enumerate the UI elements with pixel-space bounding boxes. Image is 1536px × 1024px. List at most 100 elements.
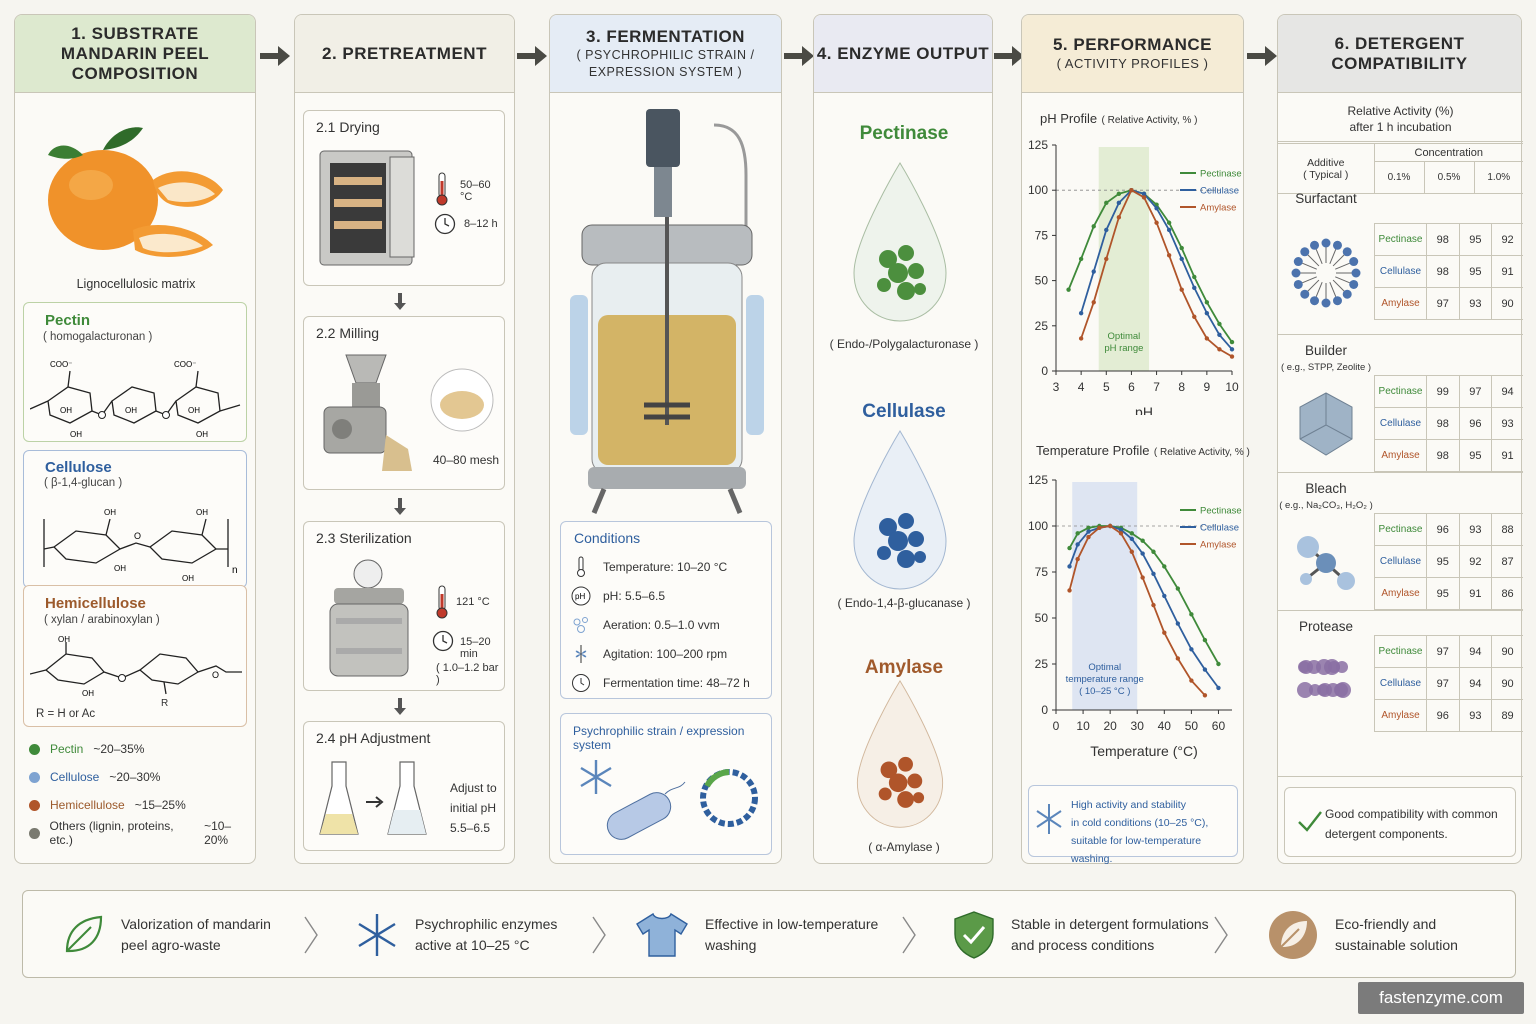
hemicellulose-box: Hemicellulose ( xylan / arabinoxylan ) O… bbox=[23, 585, 247, 727]
footer-text: Effective in low-temperature washing bbox=[705, 916, 879, 953]
hemicellulose-oh-1: OH bbox=[58, 635, 70, 644]
legend-label: Amylase bbox=[1200, 203, 1236, 214]
activity-value: 87 bbox=[1491, 545, 1523, 578]
legend-label: Pectinase bbox=[1200, 169, 1242, 180]
milling-title: 2.2 Milling bbox=[316, 325, 380, 341]
x-tick-label: 3 bbox=[1053, 380, 1060, 394]
legend-label: Cellulose bbox=[50, 770, 100, 784]
sterilization-time: 15–20 min bbox=[460, 636, 491, 660]
footer-item: Stable in detergent formulations and pro… bbox=[953, 891, 1209, 979]
data-point-cellulase bbox=[1140, 551, 1145, 556]
cellulose-structure: O OH OH OH OH n bbox=[43, 508, 238, 583]
pectin-subtitle: ( homogalacturonan ) bbox=[43, 331, 153, 343]
ph-chart-title-main: pH Profile bbox=[1040, 111, 1098, 126]
blue-dot-icon bbox=[29, 771, 40, 783]
compat-values-table: Pectinase 96 93 88 Cellulase 95 92 87 Amylase 95 9… bbox=[1374, 513, 1523, 610]
data-point-amylase bbox=[1162, 630, 1167, 635]
optimal-band-label-line: Optimal bbox=[1088, 662, 1121, 673]
footer-item: Effective in low-temperature washing bbox=[635, 891, 878, 979]
brown-dot-icon bbox=[29, 799, 40, 811]
enzyme-name: Cellulase bbox=[862, 401, 946, 422]
compat-note: Good compatibility with common detergent… bbox=[1325, 807, 1498, 841]
drying-oven-illustration bbox=[319, 150, 415, 266]
performance-note: High activity and stability in cold cond… bbox=[1071, 799, 1209, 865]
data-point-cellulase bbox=[1202, 667, 1208, 672]
activity-value: 94 bbox=[1491, 375, 1523, 408]
data-point-amylase bbox=[1104, 256, 1109, 262]
data-point-cellulase bbox=[1129, 536, 1135, 542]
compat-table-header: Additive ( Typical ) Concentration 0.1% … bbox=[1278, 143, 1523, 194]
hemicellulose-r-label: R bbox=[161, 698, 169, 709]
y-tick-label: 100 bbox=[1028, 519, 1048, 533]
panel-substrate: 1. SUBSTRATE MANDARIN PEEL COMPOSITION L… bbox=[14, 14, 256, 864]
condition-aeration: Aeration: 0.5–1.0 vvm bbox=[571, 610, 767, 639]
pectin-coo-1: COO⁻ bbox=[50, 360, 72, 369]
cellulose-o: O bbox=[134, 531, 141, 541]
conc-label: 0.1% bbox=[1373, 161, 1425, 194]
enzyme-label: Amylase bbox=[1374, 287, 1427, 320]
additive-name: Protease bbox=[1298, 619, 1354, 634]
legend-label: Pectinase bbox=[1200, 506, 1242, 517]
panel-fermentation: 3. FERMENTATION ( PSYCHROPHILIC STRAIN /… bbox=[549, 14, 782, 864]
data-point-amylase bbox=[1179, 287, 1184, 292]
snowflake-icon bbox=[580, 760, 612, 794]
panel-enzyme-output: 4. ENZYME OUTPUT Pectinase ( Endo-/Polyg… bbox=[813, 14, 993, 864]
data-point-pectinase bbox=[1179, 245, 1184, 251]
ph-chart-title-sub: ( Relative Activity, % ) bbox=[1101, 115, 1198, 126]
chevron-right-icon bbox=[304, 916, 318, 954]
data-point-pectinase bbox=[1067, 545, 1072, 551]
chevron-right-icon bbox=[1214, 916, 1228, 954]
panel-header: 5. PERFORMANCE ( ACTIVITY PROFILES ) bbox=[1022, 15, 1243, 93]
activity-value: 99 bbox=[1426, 375, 1460, 408]
arrow-right-icon bbox=[1247, 46, 1277, 66]
condition-temperature: Temperature: 10–20 °C bbox=[571, 552, 767, 581]
compat-row: Pectinase 96 93 88 bbox=[1374, 513, 1523, 546]
condition-text: Temperature: 10–20 °C bbox=[603, 559, 728, 574]
x-tick-label: 60 bbox=[1212, 719, 1226, 733]
milling-mesh: 40–80 mesh bbox=[433, 453, 500, 467]
enzyme-name: Pectinase bbox=[859, 123, 949, 144]
panel-performance: 5. PERFORMANCE ( ACTIVITY PROFILES ) pH … bbox=[1021, 14, 1250, 865]
compat-group: Builder( e.g., STPP, Zeolite ) Pectinase 9… bbox=[1278, 335, 1523, 473]
compat-row: Pectinase 97 94 90 bbox=[1374, 635, 1523, 668]
additive-header: Additive ( Typical ) bbox=[1278, 143, 1375, 194]
optimal-band-label: Optimal temperature range( 10–25 °C ) bbox=[1066, 662, 1144, 697]
activity-value: 91 bbox=[1458, 577, 1493, 610]
x-tick-label: 30 bbox=[1131, 719, 1145, 733]
shield-check-icon bbox=[954, 911, 994, 959]
x-tick-label: 5 bbox=[1103, 380, 1110, 394]
data-point-cellulase bbox=[1078, 310, 1084, 316]
legend-value: ~20–35% bbox=[93, 742, 145, 756]
hemicellulose-oh-2: OH bbox=[82, 689, 94, 698]
sterilization-title: 2.3 Sterilization bbox=[316, 530, 412, 546]
pectin-oh-1: OH bbox=[60, 406, 72, 415]
legend-row-others: Others (lignin, proteins, etc.) ~10–20% bbox=[29, 819, 253, 847]
ph-badge-text: pH bbox=[575, 592, 585, 601]
data-point-amylase bbox=[1075, 556, 1080, 562]
condition-text: pH: 5.5–6.5 bbox=[603, 588, 666, 603]
snowflake-icon bbox=[358, 914, 396, 956]
performance-note-box: High activity and stability in cold cond… bbox=[1028, 785, 1238, 865]
data-point-pectinase bbox=[1140, 538, 1145, 543]
arrow-down-icon bbox=[394, 498, 406, 515]
legend-label: Amylase bbox=[1200, 540, 1236, 551]
drying-time: 8–12 h bbox=[464, 218, 498, 230]
data-point-amylase bbox=[1189, 678, 1194, 683]
ph-adjust-box: 2.4 pH Adjustment Adjust to initial pH 5… bbox=[303, 721, 505, 851]
panel-subtitle: ( PSYCHROPHILIC STRAIN / EXPRESSION SYST… bbox=[576, 47, 755, 79]
activity-value: 97 bbox=[1426, 667, 1460, 700]
activity-value: 93 bbox=[1491, 407, 1523, 440]
conditions-list: Temperature: 10–20 °C pH pH: 5.5–6.5 Aer… bbox=[571, 552, 767, 697]
pectin-oh-2: OH bbox=[125, 406, 137, 415]
x-tick-label: 10 bbox=[1225, 380, 1239, 394]
tshirt-icon bbox=[636, 912, 688, 957]
activity-value: 96 bbox=[1426, 699, 1460, 732]
arrow-down-icon bbox=[394, 293, 406, 310]
data-point-cellulase bbox=[1091, 269, 1096, 274]
gray-dot-icon bbox=[29, 827, 40, 839]
enzyme-label: Cellulase bbox=[1374, 407, 1427, 440]
data-point-cellulase bbox=[1229, 347, 1235, 352]
data-point-pectinase bbox=[1202, 637, 1208, 643]
activity-value: 95 bbox=[1426, 545, 1460, 578]
x-tick-label: 10 bbox=[1076, 719, 1090, 733]
